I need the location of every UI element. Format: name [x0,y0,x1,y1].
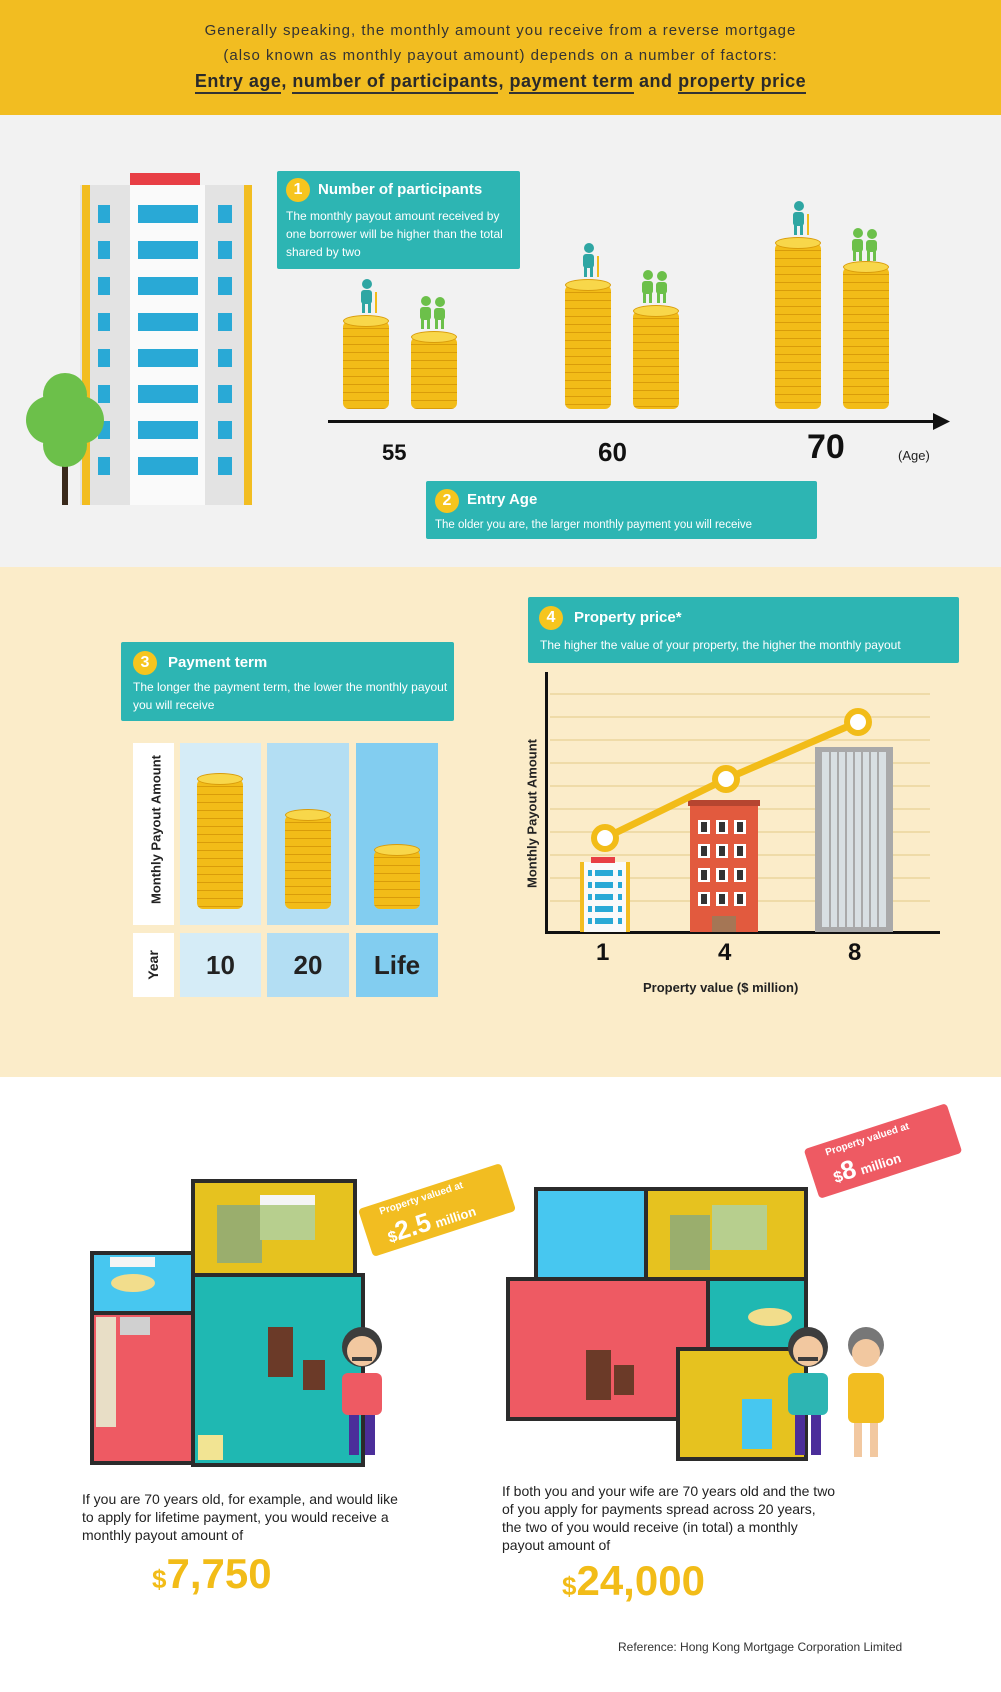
participants-age-section: 1 Number of participants The monthly pay… [0,115,1001,567]
entry-age-title: Entry Age [467,491,538,508]
property-price-desc: The higher the value of your property, t… [540,638,901,652]
coin-top [843,261,889,273]
term-label-10: 10 [180,933,261,997]
number-badge: 3 [133,651,157,675]
example-1-amount: $7,750 [152,1550,272,1597]
small-apartment-floorplan [90,1179,365,1467]
header-line-2: (also known as monthly payout amount) de… [223,47,778,64]
price-tag-8m: Property valued at $8 million [803,1103,963,1199]
price-label-8: 8 [848,939,862,966]
entry-age-desc: The older you are, the larger monthly pa… [435,519,753,531]
term-y-label: Monthly Payout Amount [148,755,164,905]
coin-stack [285,815,331,909]
couple-senior-icon [642,270,667,303]
header-banner: Generally speaking, the monthly amount y… [0,0,1001,115]
coin-top [775,237,821,249]
single-senior-icon [793,201,809,235]
number-badge: 1 [286,178,310,202]
price-y-label: Monthly Payout Amount [524,739,540,889]
reference-note: Reference: Hong Kong Mortgage Corporatio… [618,1640,903,1654]
large-apartment-floorplan [506,1187,808,1461]
factor-payment-term: payment term [509,71,634,94]
coin-stack [197,779,243,909]
coin-stack [843,267,889,409]
coin-stack [343,321,389,409]
coin-stack [775,243,821,409]
couple-senior-icon [852,228,877,261]
factor-property-price: property price [678,71,807,94]
term-ylabel-tile: Monthly Payout Amount [133,743,174,925]
coin-stack [411,337,457,409]
coin-top [285,809,331,821]
factor-entry-age: Entry age [194,71,282,94]
example-2-text: If both you and your wife are 70 years o… [502,1483,836,1553]
term-label-life: Life [356,933,438,997]
term-row-label-tile: Year [133,933,174,997]
header-factors: Entry age, number of participants, payme… [0,71,1001,94]
single-senior-icon [583,243,599,277]
senior-man-illustration [342,1327,382,1455]
example-2-amount: $24,000 [562,1557,705,1604]
participants-title: Number of participants [318,181,483,198]
number-badge: 2 [435,489,459,513]
age-unit-label: (Age) [898,448,930,463]
property-price-chart [545,672,940,934]
apartment-building-illustration [26,173,252,505]
couple-senior-icon [420,296,445,329]
coin-top [343,315,389,327]
coin-top [197,773,243,785]
age-label-70: 70 [807,428,845,466]
entry-age-card: 2 Entry Age The older you are, the large… [426,481,817,539]
coin-top [411,331,457,343]
single-senior-icon [361,279,377,313]
term-price-section: 3 Payment term The longer the payment te… [0,567,1001,1077]
term-label-20: 20 [267,933,349,997]
senior-couple-illustration [788,1327,884,1457]
price-label-1: 1 [596,939,610,966]
header-line-1: Generally speaking, the monthly amount y… [204,22,797,39]
coin-top [374,844,420,856]
property-price-card: 4 Property price* The higher the value o… [528,597,959,663]
age-label-55: 55 [382,440,407,465]
age-axis-arrow [328,413,950,430]
participants-desc: The monthly payout amount received by on… [286,209,503,259]
example-1-text: If you are 70 years old, for example, an… [82,1491,398,1543]
coin-top [565,279,611,291]
factor-participants: number of participants [292,71,499,94]
payment-term-title: Payment term [168,654,268,671]
payment-term-card: 3 Payment term The longer the payment te… [121,642,454,721]
coin-stack [374,850,420,909]
participants-card: 1 Number of participants The monthly pay… [277,171,520,269]
coin-top [633,305,679,317]
age-label-60: 60 [598,437,627,467]
coin-stack [565,285,611,409]
coin-stack [633,311,679,409]
property-price-title: Property price* [574,609,682,626]
term-row-label: Year [145,950,161,980]
payment-term-desc: The longer the payment term, the lower t… [133,680,448,712]
price-label-4: 4 [718,939,732,966]
number-badge: 4 [539,606,563,630]
price-x-label: Property value ($ million) [643,980,799,995]
